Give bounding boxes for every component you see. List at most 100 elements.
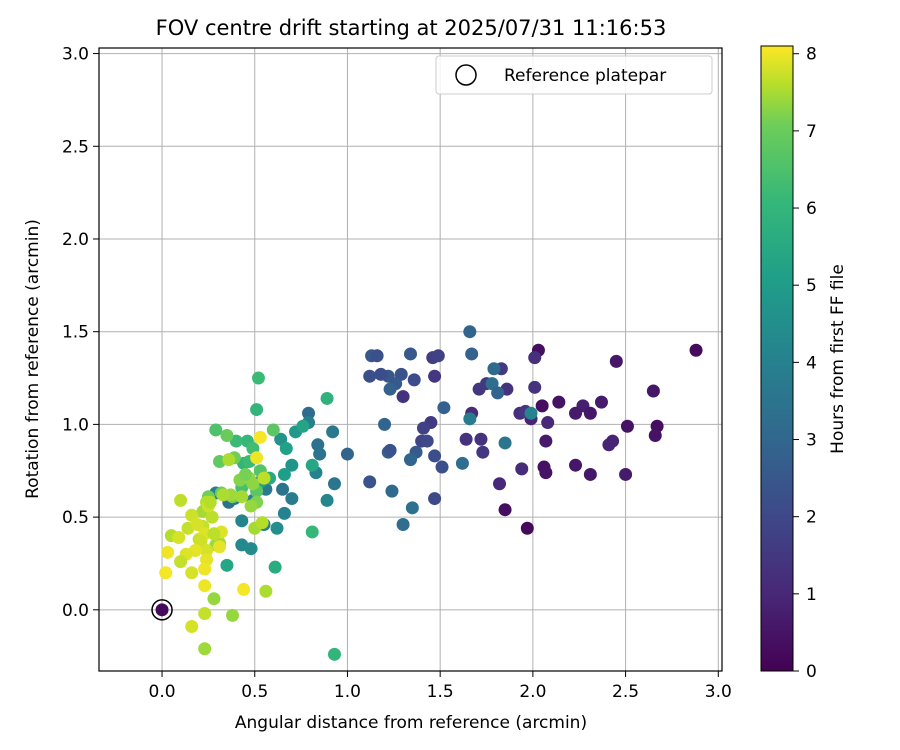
data-point — [270, 521, 284, 535]
data-point — [541, 416, 555, 430]
data-points — [155, 325, 703, 661]
data-point — [185, 566, 199, 580]
data-point — [205, 510, 219, 524]
data-point — [602, 438, 616, 452]
x-tick-label: 0.5 — [241, 682, 268, 702]
data-point — [235, 514, 249, 528]
data-point — [209, 423, 223, 437]
data-point — [237, 582, 251, 596]
data-point — [370, 349, 384, 363]
y-axis-label: Rotation from reference (arcmin) — [23, 219, 43, 499]
data-point — [320, 493, 334, 507]
data-point — [498, 503, 512, 517]
data-point — [198, 607, 212, 621]
data-point — [404, 453, 417, 467]
x-axis-label: Angular distance from reference (arcmin) — [235, 713, 587, 733]
data-point — [340, 447, 354, 461]
data-point — [302, 406, 316, 420]
x-tick-label: 2.5 — [612, 682, 639, 702]
data-point — [428, 492, 442, 506]
colorbar-tick-label: 5 — [806, 276, 817, 296]
data-point — [277, 467, 291, 481]
data-point — [465, 347, 479, 361]
data-point — [207, 592, 221, 606]
data-point — [327, 647, 341, 661]
data-point — [385, 484, 399, 498]
data-point — [244, 542, 258, 556]
data-point — [552, 395, 566, 409]
data-point — [583, 406, 597, 420]
data-point — [620, 419, 634, 433]
data-point — [619, 467, 633, 481]
y-tick-label: 2.5 — [62, 137, 89, 157]
data-point — [463, 325, 477, 339]
data-point — [207, 527, 221, 541]
data-point — [428, 449, 442, 463]
y-tick-label: 0.0 — [62, 601, 89, 621]
data-point — [305, 525, 319, 539]
colorbar-tick-label: 2 — [806, 508, 817, 528]
data-point — [198, 579, 212, 593]
y-tick-label: 1.0 — [62, 415, 89, 435]
y-tick-label: 0.5 — [62, 508, 89, 528]
colorbar-tick-label: 1 — [806, 585, 817, 605]
data-point — [407, 373, 421, 387]
data-point — [515, 462, 529, 476]
data-point — [285, 458, 299, 472]
data-point — [383, 382, 397, 396]
data-point — [428, 369, 442, 383]
colorbar-tick-label: 8 — [806, 45, 817, 65]
data-point — [266, 423, 280, 437]
y-axis-ticks: 0.0 0.5 1.0 1.5 2.0 2.5 3.0 — [62, 45, 99, 621]
data-point — [528, 351, 542, 365]
data-point — [226, 608, 239, 622]
data-point — [459, 432, 473, 446]
y-tick-label: 2.0 — [62, 230, 89, 250]
data-point — [279, 442, 293, 455]
data-point — [174, 555, 188, 569]
colorbar-fill — [760, 45, 794, 672]
data-point — [374, 367, 388, 381]
data-point — [363, 475, 377, 489]
data-point — [524, 406, 538, 420]
data-point — [172, 531, 186, 544]
data-point — [203, 495, 217, 509]
data-point — [689, 343, 703, 357]
data-point — [594, 395, 608, 409]
data-point — [159, 566, 173, 580]
colorbar-label: Hours from first FF file — [828, 264, 848, 454]
data-point — [246, 477, 260, 491]
data-point — [583, 467, 597, 481]
data-point — [416, 421, 430, 435]
data-point — [251, 371, 265, 385]
reference-point — [151, 599, 173, 621]
data-point — [222, 453, 236, 467]
data-point — [474, 432, 488, 446]
legend: Reference platepar — [435, 55, 713, 95]
data-point — [378, 417, 392, 431]
data-point — [200, 543, 214, 557]
data-point — [363, 369, 377, 383]
reference-platepar-marker — [151, 599, 173, 621]
data-point — [498, 436, 512, 450]
data-point — [155, 603, 169, 617]
y-tick-label: 3.0 — [62, 45, 89, 65]
colorbar-ticks: 0 1 2 3 4 5 6 7 8 — [793, 45, 817, 682]
legend-marker-icon — [455, 64, 477, 86]
x-tick-label: 1.0 — [334, 682, 361, 702]
data-point — [487, 362, 501, 376]
data-point — [383, 443, 397, 457]
x-tick-label: 1.5 — [427, 682, 454, 702]
data-point — [276, 482, 290, 496]
data-point — [161, 545, 175, 559]
data-point — [296, 419, 310, 433]
colorbar-tick-label: 4 — [806, 353, 817, 373]
colorbar-tick-label: 6 — [806, 199, 817, 219]
colorbar-tick-label: 0 — [806, 662, 817, 682]
data-point — [476, 445, 490, 459]
data-point — [305, 458, 319, 472]
data-point — [255, 516, 269, 530]
chart-title: FOV centre drift starting at 2025/07/31 … — [156, 16, 667, 40]
data-point — [396, 518, 410, 532]
data-point — [216, 488, 230, 502]
